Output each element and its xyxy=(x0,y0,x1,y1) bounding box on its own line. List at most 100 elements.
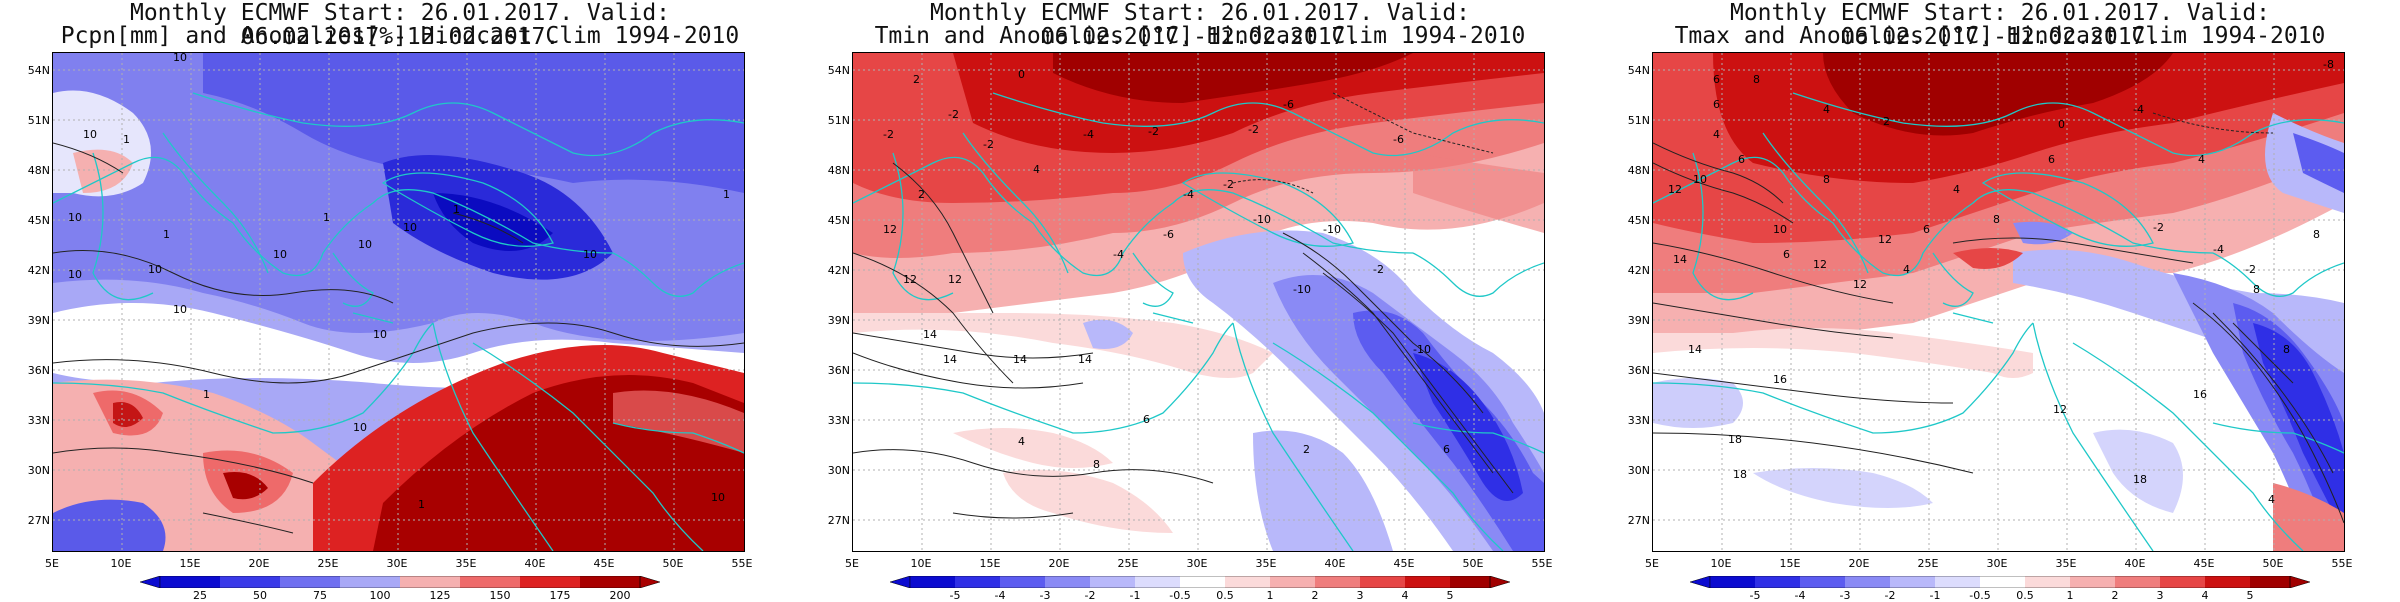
contour-label: 8 xyxy=(2283,343,2290,356)
panel-title-line1: Monthly ECMWF Start: 26.01.2017. Valid: … xyxy=(129,0,671,50)
colorbar-label: 3 xyxy=(1356,589,1364,602)
lat-label: 54N xyxy=(27,64,50,77)
contour-label: 4 xyxy=(2198,153,2205,166)
contour-label: 12 xyxy=(1668,183,1682,196)
colorbar-label: 0.5 xyxy=(2016,589,2034,602)
contour-label: -4 xyxy=(1113,248,1124,261)
contour-label: 8 xyxy=(1823,173,1830,186)
contour-label: 8 xyxy=(2313,228,2320,241)
contour-label: 12 xyxy=(903,273,917,286)
colorbar-label: -4 xyxy=(994,589,1006,602)
lon-label: 40E xyxy=(524,557,546,570)
precipitation-map: 10 1 10 1 10 10 10 10 10 1 10 10 1 10 1 … xyxy=(52,52,745,552)
contour-label: 14 xyxy=(1673,253,1687,266)
contour-label: 12 xyxy=(948,273,962,286)
contour-label: 18 xyxy=(2133,473,2147,486)
lon-label: 20E xyxy=(1048,557,1070,570)
contour-label: 10 xyxy=(68,268,82,281)
lon-label: 20E xyxy=(248,557,270,570)
contour-label: 1 xyxy=(453,203,460,216)
contour-label: 14 xyxy=(943,353,957,366)
colorbar-label: 0.5 xyxy=(1216,589,1234,602)
contour-label: 10 xyxy=(583,248,597,261)
contour-label: 2 xyxy=(1303,443,1310,456)
contour-label: 1 xyxy=(203,388,210,401)
contour-label: 6 xyxy=(1713,73,1720,86)
contour-label: 10 xyxy=(273,248,287,261)
lat-label: 39N xyxy=(27,314,50,327)
contour-label: 0 xyxy=(1018,68,1025,81)
contour-label: 10 xyxy=(373,328,387,341)
colorbar-label: 1 xyxy=(2066,589,2074,602)
colorbar-label: 175 xyxy=(549,589,571,602)
contour-label: 6 xyxy=(1738,153,1745,166)
lat-label: 42N xyxy=(1627,264,1650,277)
lon-label: 15E xyxy=(979,557,1001,570)
lat-label: 48N xyxy=(1627,164,1650,177)
lat-label: 39N xyxy=(1627,314,1650,327)
contour-label: -8 xyxy=(2323,58,2334,71)
lat-label: 27N xyxy=(827,514,850,527)
panel-title-line1: Monthly ECMWF Start: 26.01.2017. Valid: … xyxy=(1729,0,2271,50)
contour-label: 10 xyxy=(148,263,162,276)
lat-label: 30N xyxy=(27,464,50,477)
contour-label: 4 xyxy=(1903,263,1910,276)
contour-label: -6 xyxy=(1393,133,1404,146)
contour-label: 10 xyxy=(173,303,187,316)
contour-label: 10 xyxy=(83,128,97,141)
contour-label: 18 xyxy=(1728,433,1742,446)
lon-label: 35E xyxy=(455,557,477,570)
contour-label: 1 xyxy=(123,133,130,146)
contour-label: 14 xyxy=(923,328,937,341)
contour-label: 10 xyxy=(1773,223,1787,236)
contour-label: -10 xyxy=(1253,213,1271,226)
tmax-panel: Monthly ECMWF Start: 26.01.2017. Valid: … xyxy=(1600,0,2400,602)
colorbar-label: 50 xyxy=(253,589,267,602)
lat-label: 48N xyxy=(827,164,850,177)
panel-title-line1: Monthly ECMWF Start: 26.01.2017. Valid: … xyxy=(929,0,1471,50)
colorbar-label: 2 xyxy=(1311,589,1319,602)
colorbar-label: 3 xyxy=(2156,589,2164,602)
colorbar-label: 1 xyxy=(1266,589,1274,602)
lat-label: 54N xyxy=(827,64,850,77)
contour-label: 14 xyxy=(1688,343,1702,356)
contour-label: 12 xyxy=(883,223,897,236)
contour-label: -2 xyxy=(1373,263,1384,276)
contour-label: 0 xyxy=(2058,118,2065,131)
lon-label: 5E xyxy=(45,557,59,570)
lat-label: 36N xyxy=(827,364,850,377)
contour-label: -10 xyxy=(1293,283,1311,296)
lat-label: 42N xyxy=(827,264,850,277)
lon-label: 10E xyxy=(110,557,132,570)
colorbar-label: -5 xyxy=(949,589,961,602)
lat-label: 54N xyxy=(1627,64,1650,77)
tmin-colorbar xyxy=(890,576,1510,588)
contour-label: 8 xyxy=(1993,213,2000,226)
colorbar-label: -2 xyxy=(1084,589,1096,602)
contour-label: 6 xyxy=(1713,98,1720,111)
lon-label: 5E xyxy=(845,557,859,570)
precipitation-panel: Monthly ECMWF Start: 26.01.2017. Valid: … xyxy=(0,0,800,602)
contour-label: -2 xyxy=(983,138,994,151)
contour-label: 6 xyxy=(1443,443,1450,456)
colorbar-label: 2 xyxy=(2111,589,2119,602)
lat-label: 33N xyxy=(27,414,50,427)
colorbar-label: 5 xyxy=(2246,589,2254,602)
contour-label: -6 xyxy=(1283,98,1294,111)
contour-label: 16 xyxy=(1773,373,1787,386)
panel-title-line2: Tmin and Anomalies [°C] Hindcast Clim 19… xyxy=(874,23,1526,49)
lon-label: 25E xyxy=(1117,557,1139,570)
contour-label: -4 xyxy=(2213,243,2224,256)
contour-label: 1 xyxy=(418,498,425,511)
contour-label: -4 xyxy=(2133,103,2144,116)
lon-label: 45E xyxy=(2193,557,2215,570)
contour-label: 6 xyxy=(2048,153,2055,166)
lon-label: 10E xyxy=(910,557,932,570)
lat-label: 39N xyxy=(827,314,850,327)
panel-title-line2: Pcpn[mm] and Anomalies[%] Hindcast Clim … xyxy=(60,23,740,49)
tmax-colorbar xyxy=(1690,576,2310,588)
lon-label: 35E xyxy=(1255,557,1277,570)
lat-label: 30N xyxy=(827,464,850,477)
contour-label: 12 xyxy=(1853,278,1867,291)
lat-label: 45N xyxy=(827,214,850,227)
